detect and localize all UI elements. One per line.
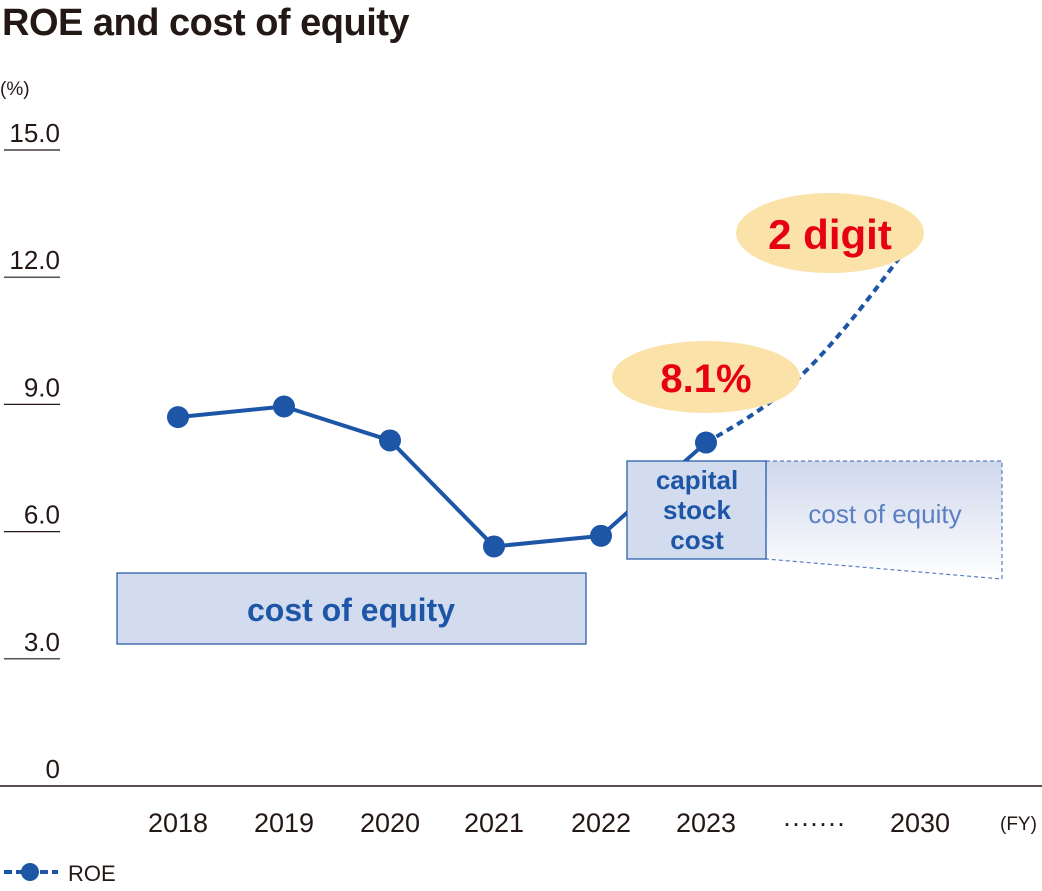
chart-title: ROE and cost of equity: [2, 2, 410, 44]
capital-stock-cost-line-2: stock: [663, 495, 731, 525]
roe-2023-callout: 8.1%: [612, 341, 800, 413]
projected-cost-of-equity-label: cost of equity: [808, 499, 961, 529]
capital-stock-cost-box: capital stock cost: [626, 460, 767, 560]
x-tick-label: ·······: [783, 808, 846, 838]
roe-point: [273, 395, 295, 418]
projected-cost-of-equity-band: cost of equity: [765, 460, 1003, 580]
legend: ROE: [4, 861, 116, 886]
roe-point: [483, 535, 505, 558]
capital-stock-cost-line-1: capital: [656, 465, 738, 495]
y-tick-label: 9.0: [24, 372, 60, 402]
x-axis-unit: (FY): [1000, 814, 1037, 835]
x-tick-label: 2022: [571, 808, 631, 838]
y-tick-label: 12.0: [9, 245, 60, 275]
y-tick-label: 15.0: [9, 118, 60, 148]
roe-line: [177, 404, 708, 549]
roe-2023-callout-label: 8.1%: [660, 357, 751, 401]
cost-of-equity-band: cost of equity: [116, 572, 587, 645]
roe-point: [379, 429, 401, 452]
y-tick-label: 6.0: [24, 500, 60, 530]
y-tick-label: 3.0: [24, 627, 60, 657]
legend-marker: [21, 863, 39, 881]
target-2030-callout: 2 digit: [736, 193, 924, 273]
legend-label: ROE: [68, 861, 116, 886]
x-tick-label: 2019: [254, 808, 314, 838]
x-tick-label: 2023: [676, 808, 736, 838]
roe-point: [695, 431, 717, 454]
x-tick-label: 2018: [148, 808, 208, 838]
x-tick-label: 2030: [890, 808, 950, 838]
y-axis-unit: (%): [0, 79, 30, 100]
x-tick-label: 2021: [464, 808, 524, 838]
capital-stock-cost-line-3: cost: [670, 525, 724, 555]
y-tick-label: 0: [46, 754, 60, 784]
cost-of-equity-label: cost of equity: [247, 592, 455, 628]
roe-point: [590, 524, 612, 547]
roe-point: [167, 406, 189, 429]
target-2030-callout-label: 2 digit: [768, 211, 892, 258]
x-tick-label: 2020: [360, 808, 420, 838]
